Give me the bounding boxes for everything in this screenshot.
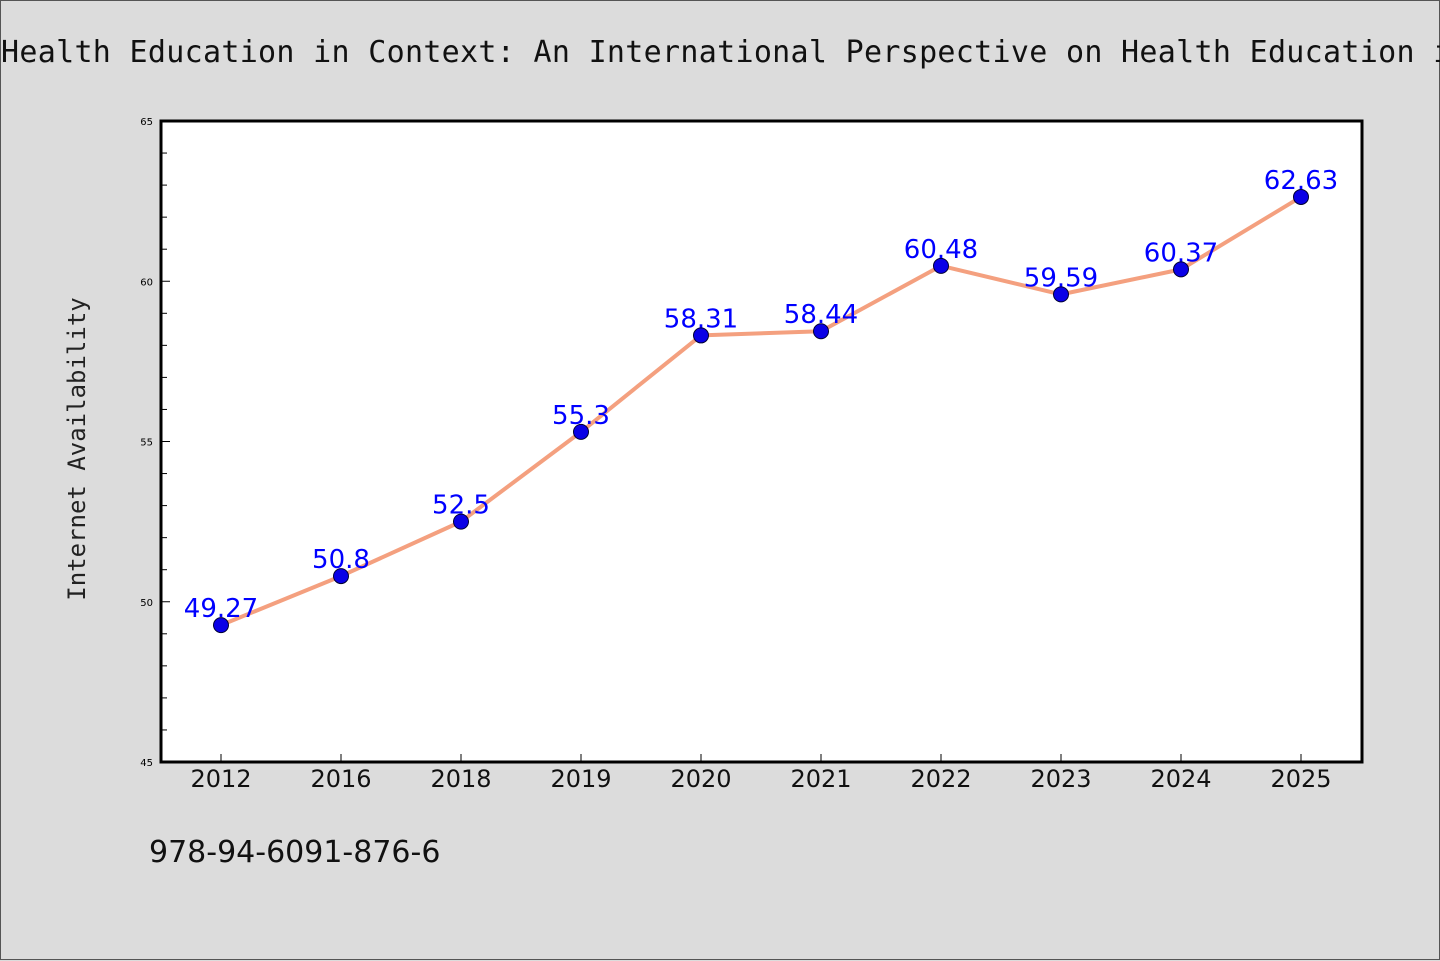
data-value-label: 60.37 — [1144, 238, 1218, 268]
data-point — [933, 257, 949, 274]
x-tick-label: 2012 — [190, 765, 251, 793]
y-axis-label: Internet Availability — [63, 297, 91, 600]
x-tick-label: 2021 — [790, 765, 851, 793]
x-tick-label: 2024 — [1150, 765, 1211, 793]
x-tick-label: 2022 — [910, 765, 971, 793]
y-tick-label: 60 — [140, 277, 153, 288]
data-point — [333, 568, 349, 585]
x-tick-label: 2016 — [310, 765, 371, 793]
data-value-label: 58.44 — [784, 300, 858, 330]
data-point — [693, 327, 709, 344]
data-value-label: 58.31 — [664, 304, 738, 334]
data-value-label: 52.5 — [432, 491, 490, 521]
x-tick-label: 2025 — [1270, 765, 1331, 793]
data-point — [1293, 188, 1309, 205]
y-tick-label: 50 — [140, 598, 153, 609]
data-point — [813, 323, 829, 340]
x-tick-label: 2020 — [670, 765, 731, 793]
data-points — [213, 188, 1309, 634]
y-tick-label: 45 — [140, 758, 153, 769]
data-value-label: 59.59 — [1024, 263, 1098, 293]
series-line — [219, 194, 1303, 628]
data-point — [453, 513, 469, 530]
data-value-label: 50.8 — [312, 545, 370, 575]
data-point — [1173, 261, 1189, 278]
plot-area — [159, 119, 1364, 764]
y-tick-label: 65 — [140, 117, 153, 128]
data-value-label: 49.27 — [184, 594, 258, 624]
data-value-label: 55.3 — [552, 401, 610, 431]
y-axis-ticks: 45 50 55 60 65 — [140, 117, 170, 769]
x-tick-label: 2018 — [430, 765, 491, 793]
x-tick-label: 2023 — [1030, 765, 1091, 793]
data-point — [1053, 286, 1069, 303]
isbn-label: 978-94-6091-876-6 — [149, 835, 441, 870]
x-axis-ticks: 2012 2016 2018 2019 2020 2021 2022 2023 2024 2025 — [190, 754, 1332, 793]
data-point — [213, 617, 229, 634]
x-tick-label: 2019 — [550, 765, 611, 793]
data-value-label: 60.48 — [904, 235, 978, 265]
y-tick-label: 55 — [140, 438, 153, 449]
data-value-label: 62.63 — [1264, 166, 1338, 196]
data-point — [573, 423, 589, 440]
data-value-labels: 49.27 50.8 52.5 55.3 58.31 58.44 60.48 59.59 60.… — [184, 166, 1338, 624]
chart-title: Health Education in Context: An Internat… — [1, 35, 1440, 70]
